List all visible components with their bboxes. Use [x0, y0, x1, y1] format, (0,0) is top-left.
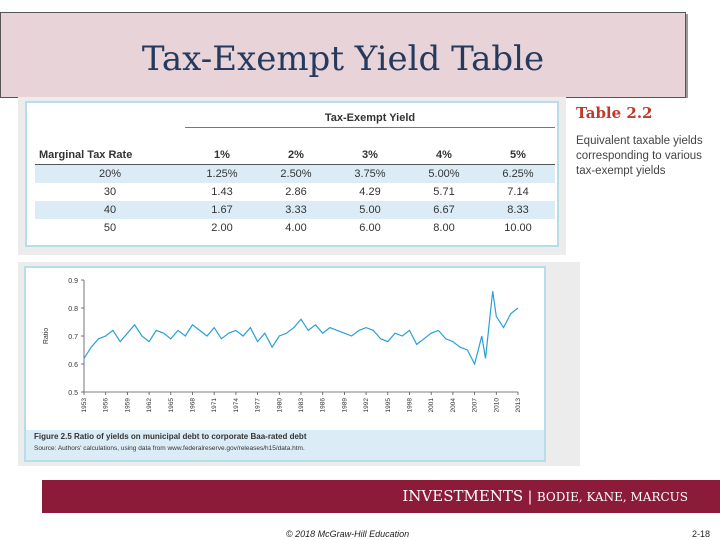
x-tick-label: 1983 [298, 398, 305, 413]
table-cell: 4.29 [359, 186, 381, 198]
column-header: 5% [481, 146, 555, 165]
table-cell: 6.67 [407, 201, 481, 219]
x-tick-label: 1989 [341, 398, 348, 413]
table-row: 30 1.43 2.86 4.29 5.71 7.14 [35, 183, 555, 201]
y-tick-label: 0.8 [68, 306, 78, 313]
x-tick-label: 2013 [515, 398, 522, 413]
table-row: 40 1.67 3.33 5.00 6.67 8.33 [35, 201, 555, 219]
table-row: 50 2.00 4.00 6.00 8.00 10.00 [35, 219, 555, 237]
column-header: 2% [259, 146, 333, 165]
table-cell: 10.00 [504, 222, 532, 234]
x-tick-label: 1956 [103, 398, 110, 413]
y-axis-label: Ratio [43, 328, 50, 344]
x-tick-label: 1953 [81, 398, 88, 413]
figure-panel: 0.9 0.8 0.7 0.6 0.5 1953 1956 1959 1962 1965 1968 1… [24, 266, 546, 462]
table-caption-text: Equivalent taxable yields corresponding … [576, 135, 703, 177]
tax-rate-cell: 20% [35, 164, 185, 183]
yield-table: Tax-Exempt Yield Marginal Tax Rate 1% 2%… [35, 109, 555, 237]
page-number: 2-18 [692, 529, 711, 539]
table-cell: 4.00 [285, 222, 307, 234]
x-tick-label: 2004 [450, 398, 457, 413]
brand-separator: | [527, 489, 533, 505]
x-tick-label: 1998 [407, 398, 414, 413]
table-cell: 1.67 [185, 201, 259, 219]
table-cell: 1.25% [185, 164, 259, 183]
figure-caption-band: Figure 2.5 Ratio of yields on municipal … [26, 430, 544, 460]
table-cell: 7.14 [507, 186, 529, 198]
table-cell: 6.25% [481, 164, 555, 183]
table-cell: 2.50% [259, 164, 333, 183]
ratio-series-line [83, 291, 519, 366]
table-caption-title: Table 2.2 [576, 104, 653, 122]
x-tick-label: 1977 [255, 398, 262, 413]
table-cell: 5.00 [333, 201, 407, 219]
row-header: Marginal Tax Rate [35, 146, 185, 165]
table-cell: 2.00 [211, 222, 233, 234]
figure-caption: Figure 2.5 Ratio of yields on municipal … [34, 432, 307, 441]
table-cell: 2.86 [285, 186, 307, 198]
x-tick-label: 2010 [493, 398, 500, 413]
brand-authors: BODIE, KANE, MARCUS [536, 490, 688, 504]
y-tick-label: 0.5 [68, 390, 78, 397]
brand-main: INVESTMENTS [402, 487, 524, 505]
copyright: © 2018 McGraw-Hill Education [286, 529, 410, 539]
column-header: 3% [333, 146, 407, 165]
x-tick-label: 1959 [124, 398, 131, 413]
footer-brand: INVESTMENTS | BODIE, KANE, MARCUS [402, 487, 688, 505]
group-header: Tax-Exempt Yield [324, 112, 416, 124]
x-tick-label: 2001 [428, 398, 435, 413]
footer-bar: INVESTMENTS | BODIE, KANE, MARCUS [42, 480, 720, 513]
y-tick-label: 0.9 [68, 278, 78, 285]
table-cell: 5.71 [433, 186, 455, 198]
x-tick-label: 1974 [233, 398, 240, 413]
x-tick-label: 1992 [363, 398, 370, 413]
title-box: Tax-Exempt Yield Table [0, 12, 686, 98]
tax-rate-cell: 50 [103, 222, 117, 234]
figure-source: Source: Authors' calculations, using dat… [34, 445, 305, 452]
column-header-row: Marginal Tax Rate 1% 2% 3% 4% 5% [35, 146, 555, 165]
table-cell: 8.33 [481, 201, 555, 219]
x-tick-label: 1962 [146, 398, 153, 413]
x-tick-label: 2007 [472, 398, 479, 413]
y-tick-label: 0.6 [68, 362, 78, 369]
x-tick-label: 1965 [168, 398, 175, 413]
x-tick-label: 1968 [190, 398, 197, 413]
tax-rate-cell: 30 [103, 186, 117, 198]
x-tick-label: 1971 [211, 398, 218, 413]
table-cell: 3.33 [259, 201, 333, 219]
title-shadow [686, 14, 688, 98]
column-header: 1% [185, 146, 259, 165]
table-cell: 5.00% [407, 164, 481, 183]
table-row: 20% 1.25% 2.50% 3.75% 5.00% 6.25% [35, 164, 555, 183]
x-tick-label: 1986 [320, 398, 327, 413]
tax-rate-cell: 40 [35, 201, 185, 219]
y-tick-label: 0.7 [68, 334, 78, 341]
table-cell: 8.00 [433, 222, 455, 234]
table-cell: 1.43 [211, 186, 233, 198]
x-tick-label: 1995 [385, 398, 392, 413]
table-cell: 6.00 [359, 222, 381, 234]
table-cell: 3.75% [333, 164, 407, 183]
yield-table-panel: Tax-Exempt Yield Marginal Tax Rate 1% 2%… [25, 101, 559, 247]
column-header: 4% [407, 146, 481, 165]
slide-title: Tax-Exempt Yield Table [141, 39, 545, 79]
x-tick-label: 1980 [276, 398, 283, 413]
table-caption: Table 2.2 Equivalent taxable yields corr… [576, 104, 716, 179]
